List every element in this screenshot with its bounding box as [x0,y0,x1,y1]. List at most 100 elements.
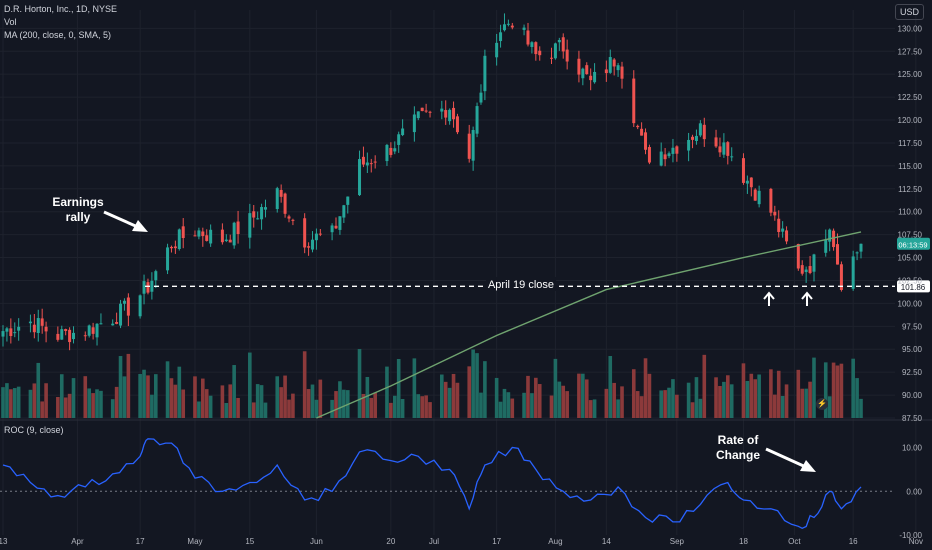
volume-bar [534,377,538,418]
candle-body [589,75,593,81]
earnings-arrow-icon [103,210,148,232]
candle-body [56,333,60,340]
candle-body [209,229,213,244]
roc-label: ROC (9, close) [4,425,64,435]
candle-body [549,57,553,59]
volume-bar [577,373,581,418]
candle-body [440,108,444,112]
candle-body [220,229,224,243]
candle-body [777,218,781,233]
volume-bar [428,402,432,418]
candle-body [393,148,397,152]
candle-body [91,327,95,334]
candle-body [687,139,691,151]
time-tick-label: 16 [849,537,858,546]
volume-bar [416,394,421,418]
candle-body [698,123,702,136]
price-tick-label: 125.00 [898,70,923,79]
volume-bar [44,383,48,418]
candle-body [691,136,695,140]
candle-body [115,322,119,324]
volume-bar [510,398,515,418]
volume-bar [59,374,64,418]
volume-bar [753,379,758,418]
time-tick-label: 20 [386,537,395,546]
candle-body [256,218,260,220]
volume-bar [506,392,511,418]
volume-bar [581,373,585,418]
time-tick-label: Jul [429,537,439,546]
volume-bar [839,363,844,418]
candle-body [166,247,170,271]
volume-bar [36,362,41,418]
volume-bar [138,373,142,418]
volume-bar [412,358,417,418]
volume-bar [310,384,315,418]
price-tick-label: 127.50 [898,47,923,56]
candle-body [667,153,671,157]
volume-bar [251,402,256,418]
candle-body [530,42,534,47]
volume-bar [1,387,5,418]
volume-bar [471,349,475,418]
candle-body [804,269,808,273]
candle-body [510,25,514,28]
candle-body [444,110,448,118]
volume-bar [56,396,60,418]
candle-body [722,142,726,155]
volume-bar [557,381,562,418]
candle-body [741,158,745,183]
candle-body [773,211,777,216]
candle-body [749,177,753,188]
price-tick-label: 95.00 [902,345,923,354]
volume-bar [16,386,21,418]
candle-body [385,144,389,162]
price-tick-label: 90.00 [902,391,923,400]
candle-body [800,265,804,274]
candle-body [851,256,855,289]
volume-bar [804,388,808,418]
price-tick-label: 107.50 [898,231,923,240]
candle-body [68,329,72,343]
last-price-tag-bg [897,237,930,250]
price-tick-label: 92.50 [902,368,923,377]
candle-body [538,50,542,56]
candle-body [616,65,620,71]
april19-label-bg [486,277,556,291]
volume-bar [443,381,448,418]
volume-bar [314,399,319,418]
volume-bar [248,352,252,418]
lightning-icon[interactable]: ⚡ [816,398,828,410]
volume-bar [808,381,812,418]
candle-body [44,326,48,332]
roc-tick-label: -10.00 [899,531,922,540]
candle-body [122,300,126,304]
volume-bar [204,389,209,418]
candle-body [769,188,773,213]
volume-bar [306,389,311,418]
candle-body [365,162,369,166]
currency-button[interactable]: USD [894,4,924,20]
time-tick-label: May [187,537,202,546]
candle-body [173,246,177,249]
price-axis: 87.50 90.00 92.50 95.00 97.50 100.00 102.50 105… [898,24,923,423]
volume-bar [702,354,707,418]
candle-body [467,133,471,159]
volume-bar [146,375,150,418]
candle-body [714,137,718,147]
time-tick-label: Nov [909,537,923,546]
volume-bar [851,358,855,418]
candle-body [291,219,295,221]
candle-body [475,106,479,134]
volume-bar [671,379,675,418]
volume-bar [749,373,754,418]
volume-bar [537,384,542,418]
volume-bar [483,361,487,418]
volume-bar [99,390,103,418]
volume-bar [451,373,456,418]
candle-body [640,128,644,136]
candle-body [260,207,264,220]
candle-body [205,235,209,241]
volume-bar [616,399,620,418]
volume-bar [561,385,566,418]
